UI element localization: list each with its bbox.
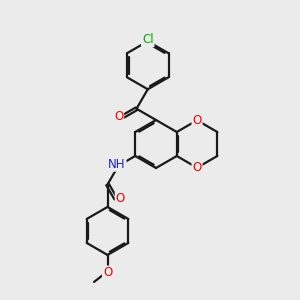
Text: O: O bbox=[192, 114, 202, 127]
Text: O: O bbox=[114, 110, 123, 124]
Text: Cl: Cl bbox=[142, 33, 154, 46]
Text: O: O bbox=[116, 192, 125, 205]
Text: NH: NH bbox=[108, 158, 126, 171]
Text: O: O bbox=[192, 161, 202, 174]
Text: O: O bbox=[103, 266, 112, 280]
